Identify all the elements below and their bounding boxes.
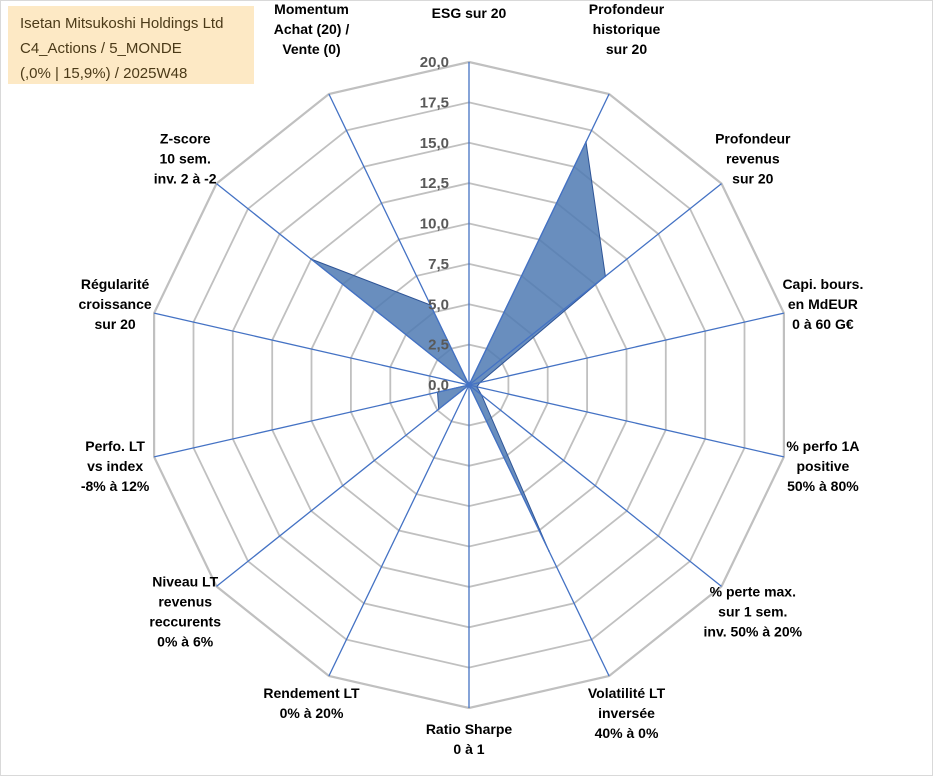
axis-label-7: Ratio Sharpe 0 à 1 [426,721,513,757]
title-line-1: Isetan Mitsukoshi Holdings Ltd [20,15,224,32]
tick-label-1: 2,5 [428,337,449,354]
axis-label-11: Régularité croissance sur 20 [79,276,152,332]
axis-label-line: Ratio Sharpe [426,721,513,737]
axis-line-12 [216,183,470,386]
axis-label-line: Régularité [81,276,150,292]
axis-label-line: revenus [158,593,212,609]
axis-label-3: Capi. bours. en MdEUR 0 à 60 G€ [782,276,863,332]
axis-line-1 [468,93,610,386]
axis-line-13 [328,93,470,386]
axis-label-line: 0% à 6% [157,633,214,649]
tick-label-7: 17,5 [420,94,449,111]
axis-label-line: Profondeur [589,1,665,17]
axis-label-line: Rendement LT [263,685,360,701]
axis-label-line: -8% à 12% [81,478,150,494]
axis-label-line: revenus [726,151,780,167]
axis-line-11 [153,312,470,386]
axis-label-line: inversée [598,705,655,721]
axis-label-5: % perte max. sur 1 sem. inv. 50% à 20% [704,583,803,639]
axis-line-4 [468,384,785,458]
axis-label-line: positive [796,458,849,474]
axis-label-line: 50% à 80% [787,478,859,494]
axis-label-line: Niveau LT [152,573,218,589]
axis-line-9 [216,384,470,587]
tick-label-4: 10,0 [420,216,449,233]
axis-label-line: % perte max. [710,583,796,599]
axis-label-10: Perfo. LT vs index -8% à 12% [81,438,150,494]
axis-line-5 [468,384,722,587]
axis-label-2: Profondeur revenus sur 20 [715,131,791,187]
tick-label-5: 12,5 [420,175,449,192]
axis-line-2 [468,183,722,386]
axis-label-line: % perfo 1A [786,438,859,454]
axis-label-line: historique [593,21,661,37]
axis-label-line: Momentum [274,1,349,17]
axis-label-line: 0 à 60 G€ [792,316,854,332]
axis-label-line: Volatilité LT [588,685,666,701]
axis-label-8: Rendement LT 0% à 20% [263,685,360,721]
title-line-3: (,0% | 15,9%) / 2025W48 [20,65,188,82]
axis-line-10 [153,384,470,458]
axis-label-line: 10 sem. [160,151,211,167]
axis-label-line: 0% à 20% [280,705,344,721]
tick-label-8: 20,0 [420,54,449,71]
axis-label-line: Z-score [160,131,211,147]
axis-label-line: sur 20 [606,41,647,57]
axis-label-4: % perfo 1A positive 50% à 80% [786,438,859,494]
axis-label-12: Z-score 10 sem. inv. 2 à -2 [154,131,217,187]
axis-label-line: 0 à 1 [453,741,484,757]
axis-label-line: 40% à 0% [595,725,659,741]
tick-label-0: 0,0 [428,377,449,394]
axis-label-line: en MdEUR [788,296,858,312]
tick-label-2: 5,0 [428,296,449,313]
axis-label-line: Capi. bours. [782,276,863,292]
axis-label-6: Volatilité LT inversée 40% à 0% [588,685,666,741]
axis-label-line: Perfo. LT [85,438,145,454]
tick-label-3: 7,5 [428,256,449,273]
tick-label-6: 15,0 [420,135,449,152]
axis-label-line: inv. 2 à -2 [154,171,217,187]
axis-label-line: croissance [79,296,152,312]
axis-label-9: Niveau LT revenus reccurents 0% à 6% [149,573,221,649]
axis-label-line: sur 20 [94,316,135,332]
axis-line-8 [328,384,470,677]
chart-title-box: Isetan Mitsukoshi Holdings Ltd C4_Action… [8,6,254,84]
axis-line-3 [468,312,785,386]
axis-label-line: Profondeur [715,131,791,147]
axis-label-line: reccurents [149,613,221,629]
axis-line-6 [468,384,610,677]
axis-label-line: Vente (0) [282,41,340,57]
axis-label-1: Profondeur historique sur 20 [589,1,665,57]
axis-label-line: ESG sur 20 [432,5,507,21]
axis-label-line: inv. 50% à 20% [704,623,803,639]
axis-label-line: sur 20 [732,171,773,187]
axis-label-0: Note ESG sur 20 [432,0,507,21]
axis-label-line: Achat (20) / [274,21,350,37]
title-line-2: C4_Actions / 5_MONDE [20,40,182,57]
axis-label-line: vs index [87,458,143,474]
axis-label-13: Momentum Achat (20) / Vente (0) [274,1,350,57]
axis-label-line: sur 1 sem. [718,603,787,619]
axis-label-line: Note [453,0,484,1]
